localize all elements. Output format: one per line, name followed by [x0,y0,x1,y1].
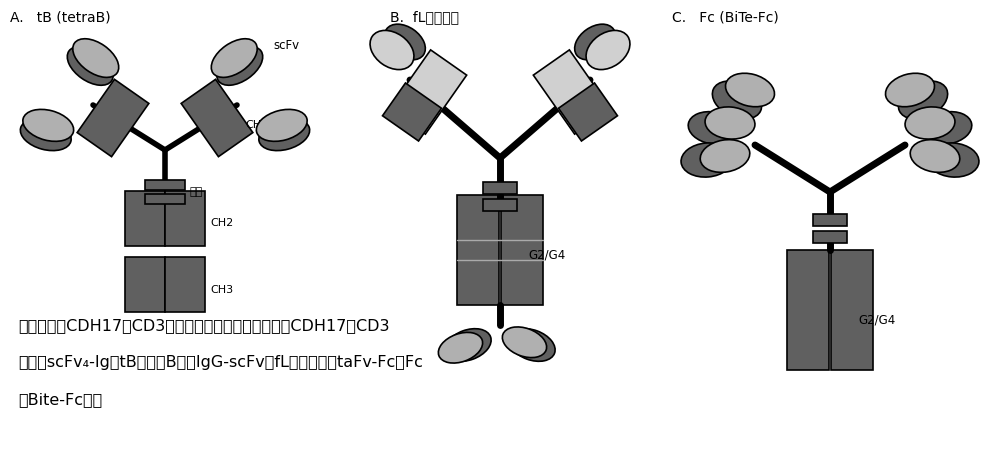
Bar [389,50,467,134]
Ellipse shape [712,81,762,119]
Ellipse shape [898,81,948,119]
Text: CH1-CL: CH1-CL [245,120,286,130]
Bar [165,190,205,245]
Text: G2/G4: G2/G4 [858,313,895,326]
Text: scFv: scFv [273,38,299,52]
Ellipse shape [910,140,960,172]
Ellipse shape [438,333,483,363]
Ellipse shape [217,46,263,85]
Bar [787,250,829,370]
Bar [165,257,205,312]
Bar [483,199,517,211]
Ellipse shape [927,143,979,177]
Ellipse shape [256,109,307,141]
Bar [831,250,873,370]
Bar [559,83,617,141]
Ellipse shape [688,112,738,144]
Text: G2/G4: G2/G4 [528,249,565,262]
Ellipse shape [575,24,615,60]
Ellipse shape [445,329,491,361]
Bar [125,190,165,245]
Bar [533,50,611,134]
Ellipse shape [922,112,972,144]
Ellipse shape [211,39,257,77]
Bar [145,180,185,190]
Bar [483,182,517,194]
Text: 命名为scFv₄-Ig或tB（四联B）、IgG-scFv或fL（全长）和taFv-Fc或Fc: 命名为scFv₄-Ig或tB（四联B）、IgG-scFv或fL（全长）和taFv… [18,355,423,370]
Ellipse shape [67,46,113,85]
Text: B.  fL（全长）: B. fL（全长） [390,10,459,24]
Ellipse shape [20,119,71,151]
Ellipse shape [700,140,750,172]
Ellipse shape [681,143,733,177]
Text: 示出了针对CDH17和CD3的双特异性抵体的结构变体，CDH17和CD3: 示出了针对CDH17和CD3的双特异性抵体的结构变体，CDH17和CD3 [18,318,390,333]
Bar [125,257,165,312]
Text: CH2: CH2 [210,218,233,228]
Ellipse shape [509,329,555,361]
Ellipse shape [385,24,425,60]
Bar [383,83,441,141]
Ellipse shape [73,39,119,77]
Text: C.   Fc (BiTe-Fc): C. Fc (BiTe-Fc) [672,10,779,24]
Bar [813,231,847,243]
Ellipse shape [586,30,630,69]
Ellipse shape [905,107,955,139]
Bar [457,195,499,305]
Bar [181,79,253,157]
Bar [77,79,149,157]
Ellipse shape [502,327,547,357]
Bar [145,194,185,204]
Text: （Bite-Fc）。: （Bite-Fc）。 [18,392,102,407]
Bar [501,195,543,305]
Ellipse shape [725,73,775,107]
Ellipse shape [259,119,310,151]
Text: A.   tB (tetraB): A. tB (tetraB) [10,10,111,24]
Text: CH3: CH3 [210,285,233,295]
Bar [813,214,847,226]
Ellipse shape [23,109,74,141]
Ellipse shape [370,30,414,69]
Text: 钰链: 钰链 [190,187,203,197]
Ellipse shape [705,107,755,139]
Ellipse shape [885,73,935,107]
